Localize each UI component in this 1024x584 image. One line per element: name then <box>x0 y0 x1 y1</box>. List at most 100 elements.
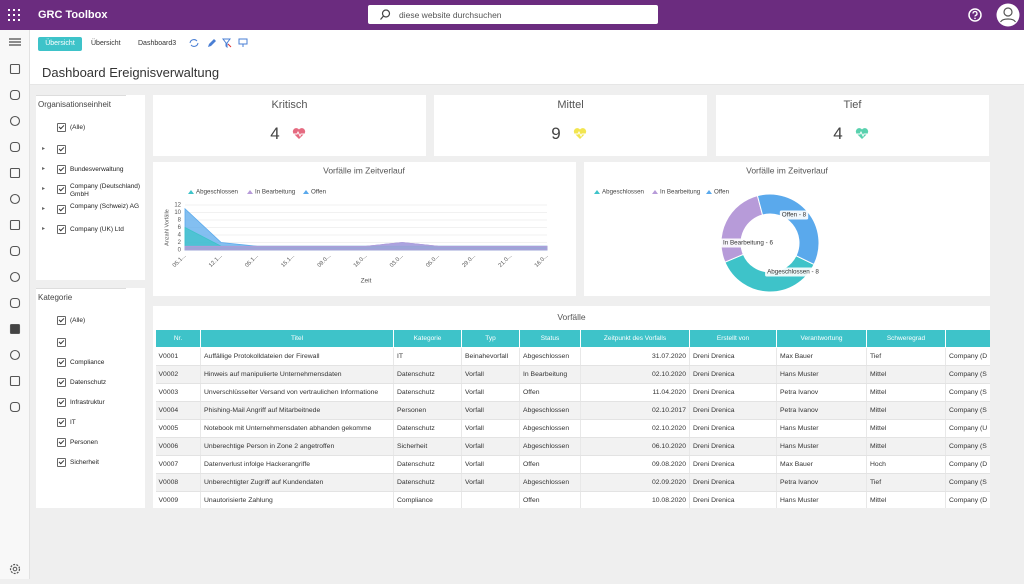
table-cell: 09.08.2020 <box>581 456 690 474</box>
table-cell: Auffällige Protokolldateien der Firewall <box>201 348 394 366</box>
table-cell: Notebook mit Unternehmensdaten abhanden … <box>201 420 394 438</box>
table-row[interactable]: V0004Phishing-Mail Angriff auf Mitarbeit… <box>156 402 991 420</box>
table-cell: Mittel <box>867 384 946 402</box>
table-cell: 02.10.2017 <box>581 402 690 420</box>
table-cell: Mittel <box>867 366 946 384</box>
column-header: Kategorie <box>394 330 462 348</box>
table-cell: V0009 <box>156 492 201 509</box>
table-row[interactable]: V0001Auffällige Protokolldateien der Fir… <box>156 348 991 366</box>
table-cell: IT <box>394 348 462 366</box>
legend-label: Offen <box>714 189 730 196</box>
column-header: Status <box>520 330 581 348</box>
table-cell: Company (S <box>946 438 991 456</box>
table-row[interactable]: V0006Unberechtige Person in Zone 2 anget… <box>156 438 991 456</box>
table-row[interactable]: V0009Unautorisierte ZahlungComplianceOff… <box>156 492 991 509</box>
table-cell: Abgeschlossen <box>520 402 581 420</box>
area <box>185 243 547 251</box>
column-header: Nr. <box>156 330 201 348</box>
table-cell: Datenschutz <box>394 474 462 492</box>
table-row[interactable]: V0007Datenverlust infolge Hackerangriffe… <box>156 456 991 474</box>
x-tick-label: 05.1... <box>244 253 260 269</box>
table-cell: Compliance <box>394 492 462 509</box>
table-cell: Tief <box>867 474 946 492</box>
table-cell: Company (S <box>946 474 991 492</box>
x-tick-label: 21.0... <box>498 253 514 269</box>
x-tick-label: 03.0... <box>389 253 405 269</box>
chart-title: Vorfälle im Zeitverlauf <box>746 165 828 175</box>
legend-label: In Bearbeitung <box>660 189 701 196</box>
table-cell: Phishing-Mail Angriff auf Mitarbeitnede <box>201 402 394 420</box>
table-cell: Hans Muster <box>777 438 867 456</box>
table-row[interactable]: V0003Unverschlüsselter Versand von vertr… <box>156 384 991 402</box>
legend-marker <box>188 190 194 194</box>
legend-label: Offen <box>311 189 327 196</box>
x-tick-label: 12.1... <box>208 253 224 269</box>
table-cell: Datenschutz <box>394 366 462 384</box>
table-cell: Hans Muster <box>777 366 867 384</box>
y-tick-label: 8 <box>178 218 182 224</box>
column-header: Typ <box>462 330 520 348</box>
table-cell: Dreni Drenica <box>690 492 777 509</box>
table-cell: Dreni Drenica <box>690 348 777 366</box>
table-cell: Petra Ivanov <box>777 402 867 420</box>
table-cell: Offen <box>520 456 581 474</box>
table-cell <box>462 492 520 509</box>
settings-icon[interactable] <box>9 563 21 575</box>
x-tick-label: 16.0... <box>353 253 369 269</box>
legend-marker <box>247 190 253 194</box>
table-cell: Dreni Drenica <box>690 456 777 474</box>
table-cell: 31.07.2020 <box>581 348 690 366</box>
table-cell: Abgeschlossen <box>520 438 581 456</box>
table-cell: 02.10.2020 <box>581 366 690 384</box>
table-cell: Unverschlüsselter Versand von vertraulic… <box>201 384 394 402</box>
legend-marker <box>652 190 658 194</box>
table-cell: Petra Ivanov <box>777 384 867 402</box>
table-row[interactable]: V0008Unberechtigter Zugriff auf Kundenda… <box>156 474 991 492</box>
table-cell: Datenschutz <box>394 420 462 438</box>
table-cell: Petra Ivanov <box>777 474 867 492</box>
x-tick-label: 15.1... <box>280 253 296 269</box>
table-row[interactable]: V0005Notebook mit Unternehmensdaten abha… <box>156 420 991 438</box>
table-card: Vorfälle Nr.TitelKategorieTypStatusZeitp… <box>153 306 990 508</box>
table-cell: Dreni Drenica <box>690 366 777 384</box>
table-cell: Mittel <box>867 402 946 420</box>
table-cell: Sicherheit <box>394 438 462 456</box>
column-header <box>946 330 991 348</box>
table-cell: Mittel <box>867 420 946 438</box>
table-row[interactable]: V0002Hinweis auf manipulierte Unternehme… <box>156 366 991 384</box>
table-cell: Mittel <box>867 438 946 456</box>
x-tick-label: 09.0... <box>317 253 333 269</box>
table-cell: 02.09.2020 <box>581 474 690 492</box>
table-cell: Company (S <box>946 402 991 420</box>
y-tick-label: 2 <box>178 240 182 246</box>
table-title: Vorfälle <box>153 312 990 322</box>
x-tick-label: 05.0... <box>425 253 441 269</box>
table-cell: 02.10.2020 <box>581 420 690 438</box>
table-cell: Dreni Drenica <box>690 438 777 456</box>
table-cell: In Bearbeitung <box>520 366 581 384</box>
table-cell: Hinweis auf manipulierte Unternehmensdat… <box>201 366 394 384</box>
legend-label: Abgeschlossen <box>602 189 645 196</box>
table-cell: Datenschutz <box>394 456 462 474</box>
data-label: Offen - 8 <box>782 212 807 219</box>
incident-table: Nr.TitelKategorieTypStatusZeitpunkt des … <box>155 329 990 508</box>
table-cell: Abgeschlossen <box>520 348 581 366</box>
y-axis-label: Anzahl Vorfälle <box>164 209 170 246</box>
table-cell: Dreni Drenica <box>690 402 777 420</box>
table-cell: Vorfall <box>462 366 520 384</box>
table-cell: Max Bauer <box>777 456 867 474</box>
table-cell: Dreni Drenica <box>690 420 777 438</box>
y-tick-label: 4 <box>178 233 182 239</box>
table-cell: 11.04.2020 <box>581 384 690 402</box>
settings-area <box>0 558 30 579</box>
legend-label: Abgeschlossen <box>196 189 239 196</box>
x-tick-label: 16.0... <box>534 253 550 269</box>
column-header: Zeitpunkt des Vorfalls <box>581 330 690 348</box>
table-cell: Beinahevorfall <box>462 348 520 366</box>
table-cell: V0007 <box>156 456 201 474</box>
table-cell: Company (D <box>946 456 991 474</box>
table-cell: Company (D <box>946 492 991 509</box>
column-header: Schweregrad <box>867 330 946 348</box>
table-cell: Dreni Drenica <box>690 384 777 402</box>
